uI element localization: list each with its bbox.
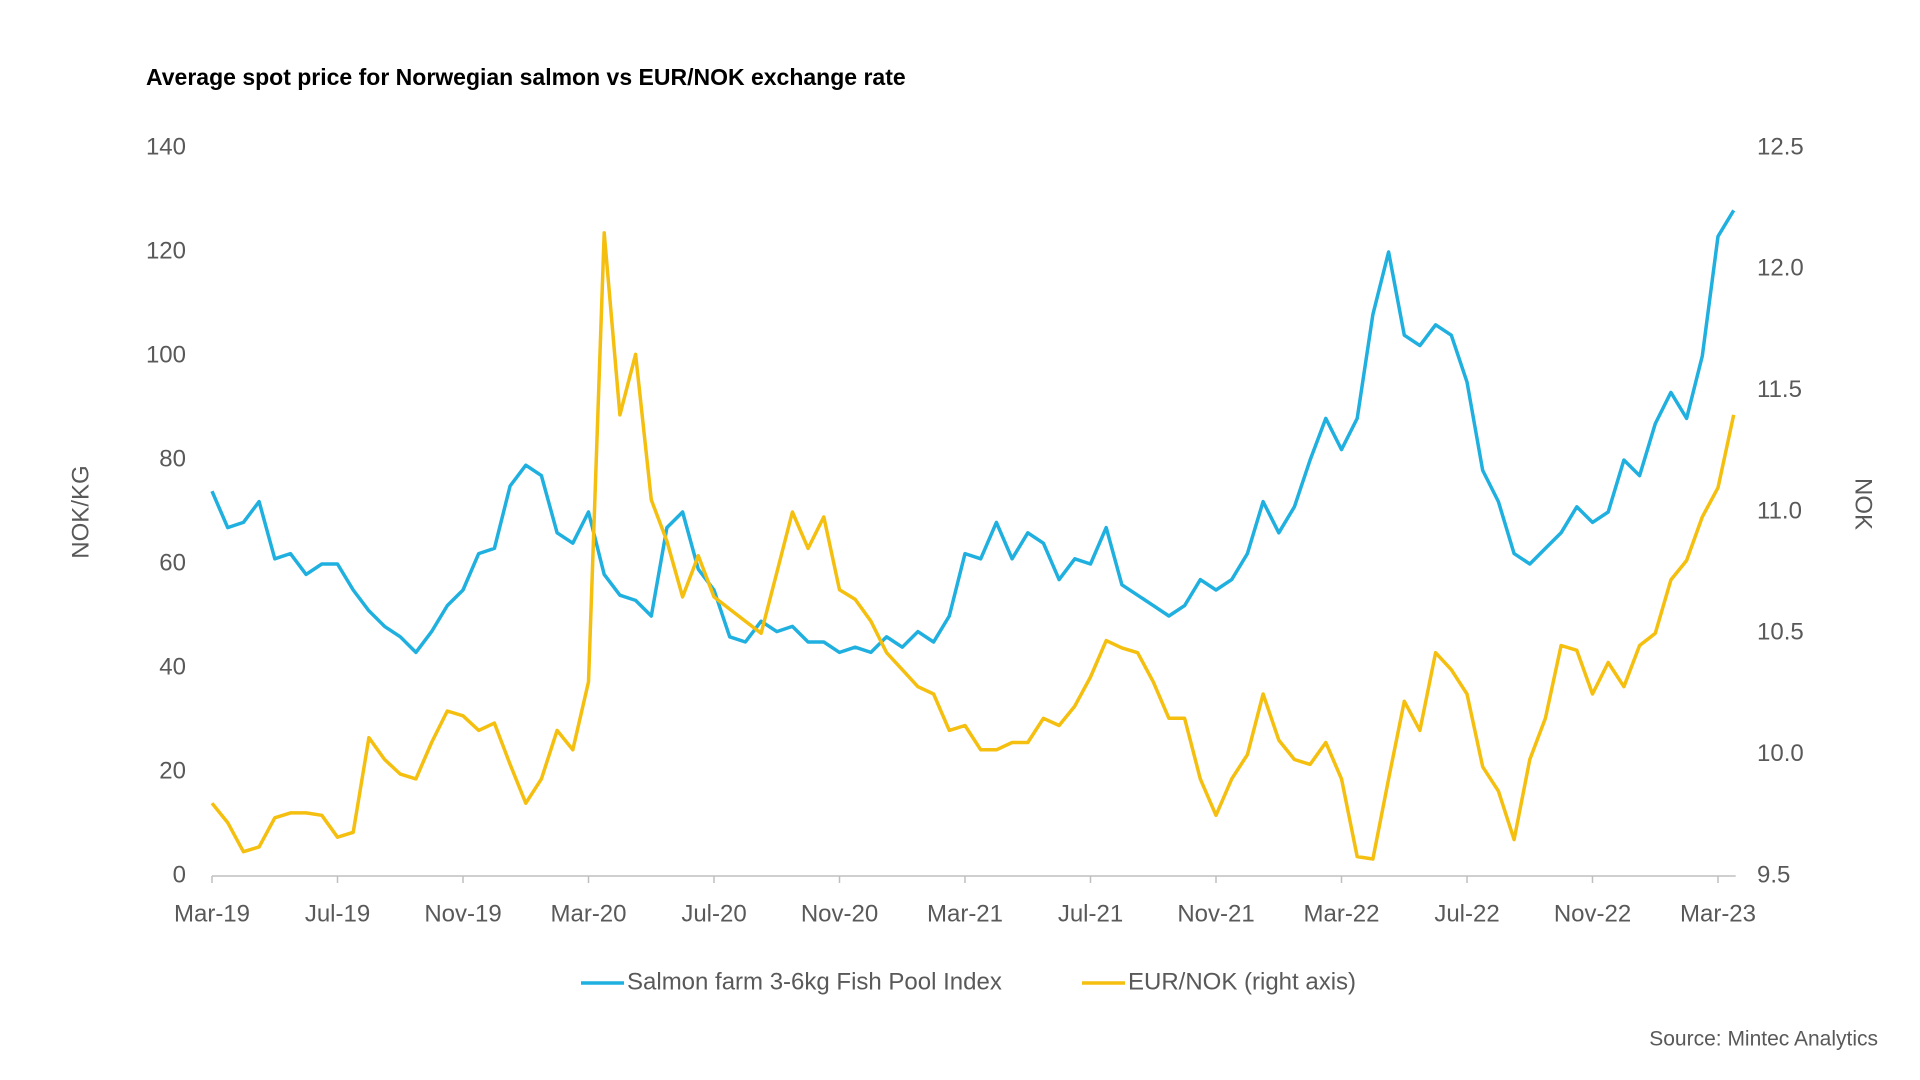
x-tick-label: Nov-21: [1177, 900, 1254, 927]
x-tick-label: Jul-20: [681, 900, 746, 927]
x-tick-label: Mar-21: [927, 900, 1003, 927]
y-tick-label: 40: [159, 653, 186, 680]
x-tick-label: Mar-19: [174, 900, 250, 927]
x-tick-label: Nov-19: [424, 900, 501, 927]
y-tick-label: 60: [159, 549, 186, 576]
y2-tick-label: 10.5: [1757, 619, 1804, 646]
y2-tick-label: 12.0: [1757, 255, 1804, 282]
x-tick-label: Mar-22: [1303, 900, 1379, 927]
y-tick-label: 0: [173, 861, 186, 888]
y2-tick-label: 11.0: [1757, 497, 1802, 524]
y-tick-label: 20: [159, 757, 186, 784]
x-tick-label: Mar-20: [550, 900, 626, 927]
y2-tick-label: 10.0: [1757, 740, 1804, 767]
x-tick-label: Jul-19: [305, 900, 370, 927]
y-tick-label: 80: [159, 445, 186, 472]
legend-label: EUR/NOK (right axis): [1128, 968, 1356, 995]
y-tick-label: 100: [146, 341, 186, 368]
x-tick-label: Mar-23: [1680, 900, 1756, 927]
source: Source: Mintec Analytics: [1649, 1028, 1878, 1051]
x-tick-label: Nov-22: [1554, 900, 1631, 927]
x-tick-label: Nov-20: [801, 900, 878, 927]
y-tick-label: 140: [146, 133, 186, 160]
y2-axis-label: NOK: [1850, 478, 1877, 530]
series-line: [210, 209, 1736, 655]
chart-title: Average spot price for Norwegian salmon …: [146, 64, 906, 90]
y2-tick-label: 12.5: [1757, 133, 1804, 160]
legend-label: Salmon farm 3-6kg Fish Pool Index: [627, 968, 1002, 995]
y-tick-label: 120: [146, 237, 186, 264]
x-tick-label: Jul-22: [1434, 900, 1499, 927]
y-axis-label: NOK/KG: [67, 465, 94, 558]
y2-tick-label: 11.5: [1757, 376, 1802, 403]
x-tick-label: Jul-21: [1058, 900, 1123, 927]
y2-tick-label: 9.5: [1757, 861, 1790, 888]
series-line: [210, 231, 1736, 861]
